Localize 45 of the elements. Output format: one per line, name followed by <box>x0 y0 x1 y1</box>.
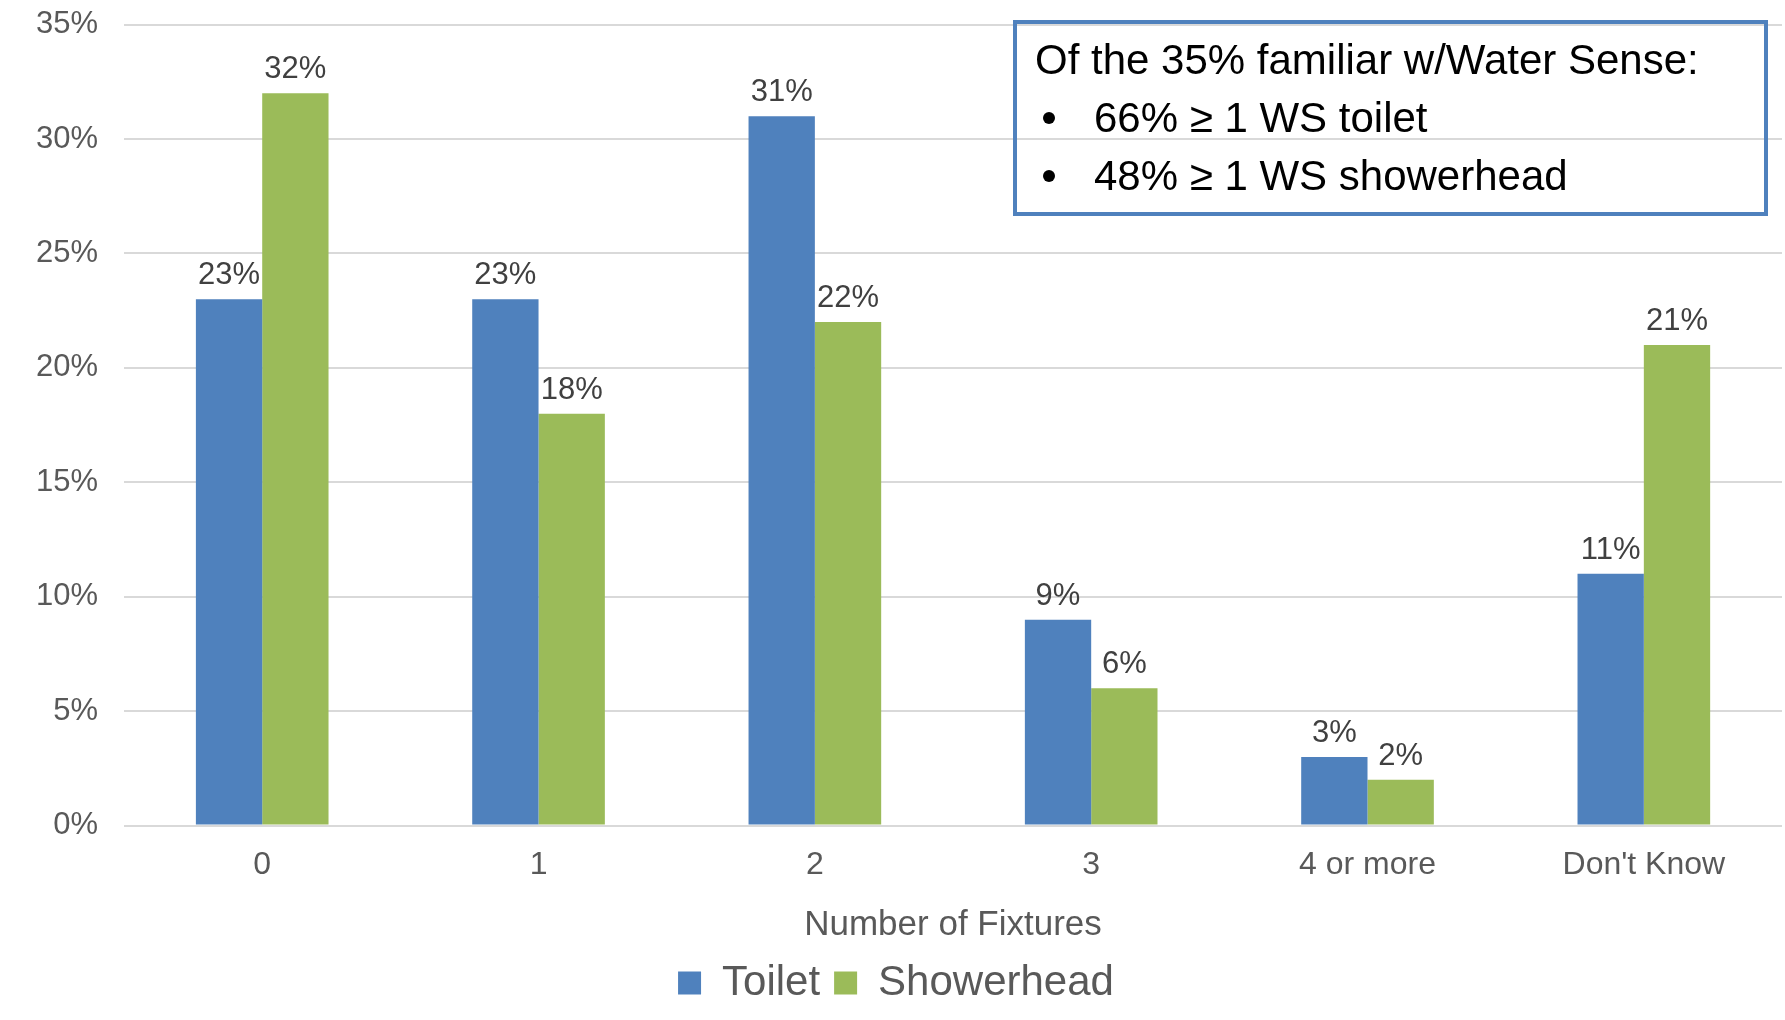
annotation: 48% ≥ 1 WS showerhead <box>1094 151 1568 201</box>
data-label: 32% <box>264 50 327 86</box>
bar <box>195 299 263 825</box>
data-label: 2% <box>1378 736 1424 772</box>
legend-label: Toilet <box>722 956 821 1004</box>
data-label: 9% <box>1035 576 1081 612</box>
bar <box>748 116 815 825</box>
y-tick-label: 35% <box>36 5 99 41</box>
x-tick-label: 1 <box>529 844 548 881</box>
data-label: 18% <box>540 370 603 406</box>
data-label: 31% <box>750 73 813 109</box>
y-tick-label: 15% <box>36 462 99 498</box>
bar <box>1643 345 1711 825</box>
bar <box>1091 688 1158 825</box>
bar <box>814 322 882 825</box>
x-tick-label: 3 <box>1082 844 1101 881</box>
x-tick-label: 2 <box>805 844 824 881</box>
data-label: 11% <box>1580 530 1641 566</box>
data-label: 3% <box>1311 713 1357 749</box>
y-tick-label: 30% <box>36 119 99 155</box>
x-axis-title: Number of Fixtures <box>804 902 1102 942</box>
data-label: 23% <box>198 256 261 292</box>
x-tick-label: 4 or more <box>1299 844 1436 881</box>
annotation: Of the 35% familiar w/Water Sense: <box>1035 36 1699 83</box>
bar <box>1367 779 1434 825</box>
legend-label: Showerhead <box>878 956 1114 1004</box>
bar <box>538 413 605 825</box>
data-label: 22% <box>817 279 880 315</box>
y-tick-label: 20% <box>36 348 99 384</box>
bar <box>472 299 539 825</box>
note-box: Of the 35% familiar w/Water Sense: 66% ≥ 1 WS toilet 48% ≥ 1 WS showerhead <box>1013 20 1768 216</box>
y-tick-label: 5% <box>53 691 99 727</box>
bar <box>262 93 329 825</box>
bar <box>1024 619 1092 825</box>
annotation: 66% ≥ 1 WS toilet <box>1094 93 1428 143</box>
bar <box>1301 756 1368 825</box>
y-tick-label: 10% <box>36 577 99 613</box>
data-label: 23% <box>474 256 537 292</box>
data-label: 6% <box>1101 645 1147 681</box>
y-tick-label: 0% <box>53 806 99 842</box>
x-tick-label: 0 <box>253 844 272 881</box>
y-tick-label: 25% <box>36 234 99 269</box>
x-tick-label: Don't Know <box>1562 844 1727 881</box>
data-label: 21% <box>1645 302 1709 338</box>
bar <box>1577 573 1644 825</box>
